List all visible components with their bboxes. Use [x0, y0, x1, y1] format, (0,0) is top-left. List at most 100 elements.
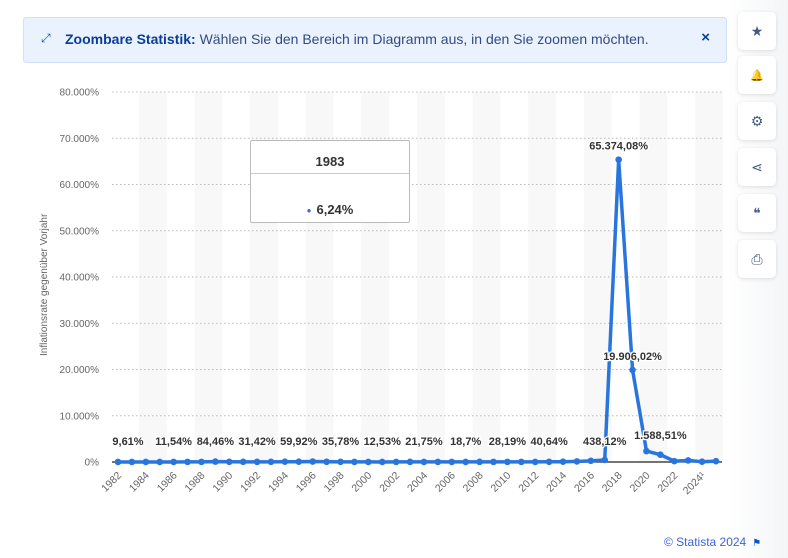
settings-button[interactable]: ⚙ — [738, 102, 776, 140]
data-label: 65.374,08% — [589, 141, 648, 153]
y-tick-label: 40.000% — [60, 273, 100, 284]
x-tick-label: 2022 — [655, 470, 680, 495]
quote-icon: ❝ — [753, 204, 761, 221]
data-point — [684, 457, 692, 464]
data-point — [128, 458, 136, 466]
data-point — [490, 458, 497, 466]
x-tick-label: 1996 — [294, 470, 319, 495]
x-tick-label: 2016 — [572, 470, 597, 495]
data-point — [559, 458, 567, 466]
x-tick-label: 1988 — [183, 470, 208, 495]
data-point — [712, 457, 720, 465]
x-tick-label: 1984 — [127, 470, 152, 495]
data-point — [378, 458, 386, 466]
x-tick-label: 2000 — [349, 470, 374, 495]
data-point — [114, 458, 122, 466]
print-button[interactable]: ⎙ — [738, 240, 776, 278]
data-point — [323, 458, 330, 466]
cite-button[interactable]: ❝ — [738, 194, 776, 232]
close-icon[interactable]: × — [701, 29, 710, 46]
data-point — [392, 458, 400, 466]
data-point — [212, 458, 219, 465]
data-point — [253, 458, 261, 466]
data-point — [629, 366, 636, 374]
data-point — [295, 458, 303, 466]
x-tick-label: 2002 — [377, 470, 402, 495]
x-tick-label: 1990 — [210, 470, 235, 495]
y-tick-label: 80.000% — [60, 88, 100, 99]
data-point — [170, 458, 177, 466]
data-point — [573, 458, 581, 465]
copyright-text[interactable]: © Statista 2024 — [664, 535, 747, 549]
y-tick-label: 20.000% — [60, 365, 100, 376]
print-icon: ⎙ — [751, 250, 763, 267]
data-point — [225, 458, 233, 466]
x-tick-label: 1998 — [322, 470, 347, 495]
data-point — [587, 457, 595, 465]
series-dot-icon: ● — [306, 206, 312, 216]
x-tick-label: 2010 — [489, 470, 514, 495]
data-point — [337, 458, 344, 466]
tooltip: 1983 ● 6,24% — [250, 140, 410, 223]
data-point — [309, 458, 316, 465]
expand-icon: ⤢ — [41, 31, 51, 45]
y-axis-label: Inflationsrate gegenüber Vorjahr — [39, 213, 50, 356]
data-point — [698, 458, 706, 466]
data-label: 84,46% — [197, 436, 235, 448]
data-point — [643, 447, 650, 455]
data-label: 19.906,02% — [603, 351, 662, 363]
data-point — [531, 458, 539, 466]
share-icon: ⋖ — [751, 158, 763, 175]
gear-icon: ⚙ — [750, 112, 764, 129]
data-label: 40,64% — [530, 436, 568, 448]
data-point — [184, 458, 191, 466]
y-tick-label: 70.000% — [60, 134, 100, 145]
y-tick-label: 10.000% — [60, 411, 100, 422]
y-tick-label: 30.000% — [60, 319, 100, 330]
data-point — [545, 458, 553, 466]
data-point — [365, 458, 372, 466]
data-point — [601, 456, 609, 464]
data-point — [476, 458, 483, 466]
x-tick-label: 2020 — [628, 470, 653, 495]
data-point — [518, 458, 525, 466]
x-tick-label: 2024¹ — [681, 469, 709, 497]
data-point — [267, 458, 275, 466]
data-point — [657, 451, 664, 458]
zoom-banner: ⤢ Zoombare Statistik: Wählen Sie den Ber… — [23, 17, 727, 63]
data-label: 12,53% — [364, 436, 402, 448]
bell-icon: 🔔 — [750, 69, 764, 82]
tooltip-divider — [251, 173, 409, 174]
favorite-button[interactable]: ★ — [738, 12, 776, 50]
data-point — [504, 458, 511, 466]
notification-button[interactable]: 🔔 — [738, 56, 776, 94]
star-icon: ★ — [750, 22, 764, 39]
x-tick-label: 2004 — [405, 470, 430, 495]
data-label: 9,61% — [112, 436, 143, 448]
data-point — [156, 458, 164, 466]
data-label: 18,7% — [450, 436, 481, 448]
banner-title: Zoombare Statistik: — [65, 31, 196, 47]
data-point — [462, 458, 469, 466]
data-label: 1.588,51% — [634, 430, 687, 442]
y-tick-label: 50.000% — [60, 226, 100, 237]
x-tick-label: 1982 — [99, 470, 124, 495]
data-point — [615, 156, 622, 163]
y-tick-label: 0% — [85, 458, 100, 469]
x-tick-label: 1986 — [155, 470, 180, 495]
data-label: 21,75% — [405, 436, 443, 448]
data-point — [406, 458, 414, 466]
flag-icon[interactable]: ⚑ — [752, 538, 762, 549]
data-point — [420, 458, 428, 466]
banner-text: Wählen Sie den Bereich im Diagramm aus, … — [199, 31, 649, 47]
x-tick-label: 2008 — [461, 470, 486, 495]
x-tick-label: 1994 — [266, 470, 291, 495]
copyright[interactable]: © Statista 2024 ⚑ — [664, 535, 761, 549]
data-label: 11,54% — [155, 436, 192, 448]
data-point — [239, 458, 247, 466]
x-tick-label: 2014 — [544, 470, 569, 495]
data-point — [281, 458, 289, 466]
share-button[interactable]: ⋖ — [738, 148, 776, 186]
data-point — [351, 458, 358, 466]
